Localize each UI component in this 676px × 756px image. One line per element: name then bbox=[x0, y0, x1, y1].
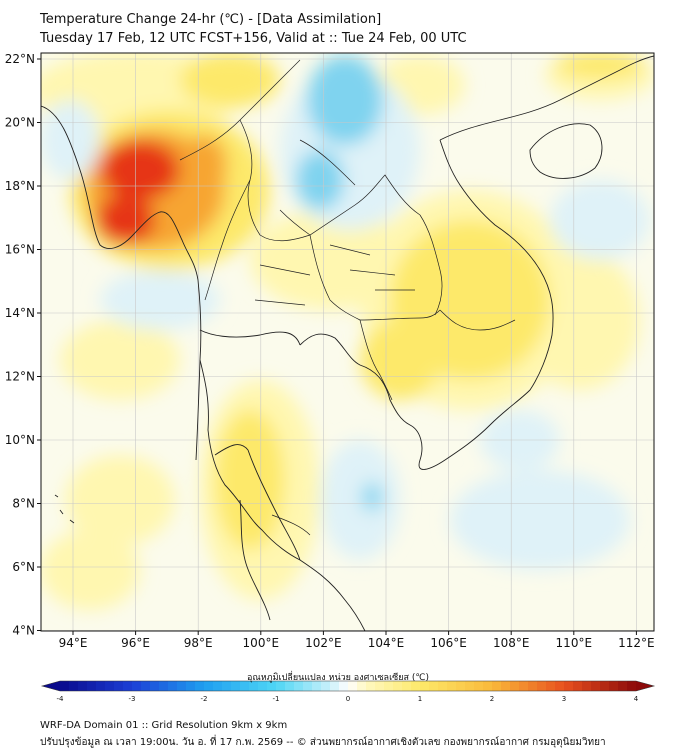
colorbar-tick: 1 bbox=[418, 695, 422, 703]
lat-label: 16°N bbox=[5, 243, 35, 257]
lon-label: 102°E bbox=[305, 636, 342, 650]
colorbar-max-arrow bbox=[636, 681, 654, 691]
lon-label: 98°E bbox=[184, 636, 213, 650]
lat-label: 12°N bbox=[5, 370, 35, 384]
map-subtitle: Tuesday 17 Feb, 12 UTC FCST+156, Valid a… bbox=[40, 31, 467, 46]
lat-label: 22°N bbox=[5, 52, 35, 66]
colorbar-tick: 0 bbox=[346, 695, 350, 703]
map-frame bbox=[40, 52, 655, 632]
colorbar-tick: -4 bbox=[57, 695, 65, 703]
field-blobs bbox=[41, 53, 654, 610]
borders bbox=[179, 59, 516, 536]
lon-label: 110°E bbox=[556, 636, 593, 650]
lat-label: 4°N bbox=[12, 624, 35, 638]
colorbar-min-arrow bbox=[42, 681, 60, 691]
lat-label: 14°N bbox=[5, 306, 35, 320]
map-field bbox=[41, 53, 654, 631]
lat-label: 8°N bbox=[12, 497, 35, 511]
colorbar-tick: -3 bbox=[129, 695, 136, 703]
lat-label: 6°N bbox=[12, 560, 35, 574]
colorbar-tick: -2 bbox=[201, 695, 208, 703]
lon-label: 108°E bbox=[493, 636, 530, 650]
footer-credit: ปรับปรุงข้อมูล ณ เวลา 19:00น. วัน อ. ที่… bbox=[40, 737, 606, 748]
lat-label: 20°N bbox=[5, 116, 35, 130]
lon-label: 112°E bbox=[618, 636, 655, 650]
lon-label: 96°E bbox=[121, 636, 150, 650]
lon-label: 94°E bbox=[59, 636, 88, 650]
lat-label: 10°N bbox=[5, 433, 35, 447]
colorbar-tick: 2 bbox=[490, 695, 494, 703]
colorbar: -4 -3 -2 -1 0 1 2 3 4 bbox=[40, 680, 656, 703]
lon-label: 104°E bbox=[368, 636, 405, 650]
lon-label: 100°E bbox=[243, 636, 280, 650]
colorbar-tick: -1 bbox=[273, 695, 280, 703]
colorbar-label: อุณหภูมิเปลี่ยนแปลง หน่วย องศาเซลเซียส (… bbox=[246, 673, 430, 683]
axis-labels: 94°E 96°E 98°E 100°E 102°E 104°E 106°E 108°E 110… bbox=[5, 52, 655, 650]
footer-model-info: WRF-DA Domain 01 :: Grid Resolution 9km … bbox=[40, 720, 288, 731]
lon-label: 106°E bbox=[430, 636, 467, 650]
lat-label: 18°N bbox=[5, 179, 35, 193]
colorbar-tick: 3 bbox=[562, 695, 566, 703]
graticule bbox=[41, 53, 654, 631]
coastlines bbox=[41, 55, 654, 631]
colorbar-tick: 4 bbox=[634, 695, 639, 703]
map-title: Temperature Change 24-hr (℃) - [Data Ass… bbox=[40, 12, 382, 27]
